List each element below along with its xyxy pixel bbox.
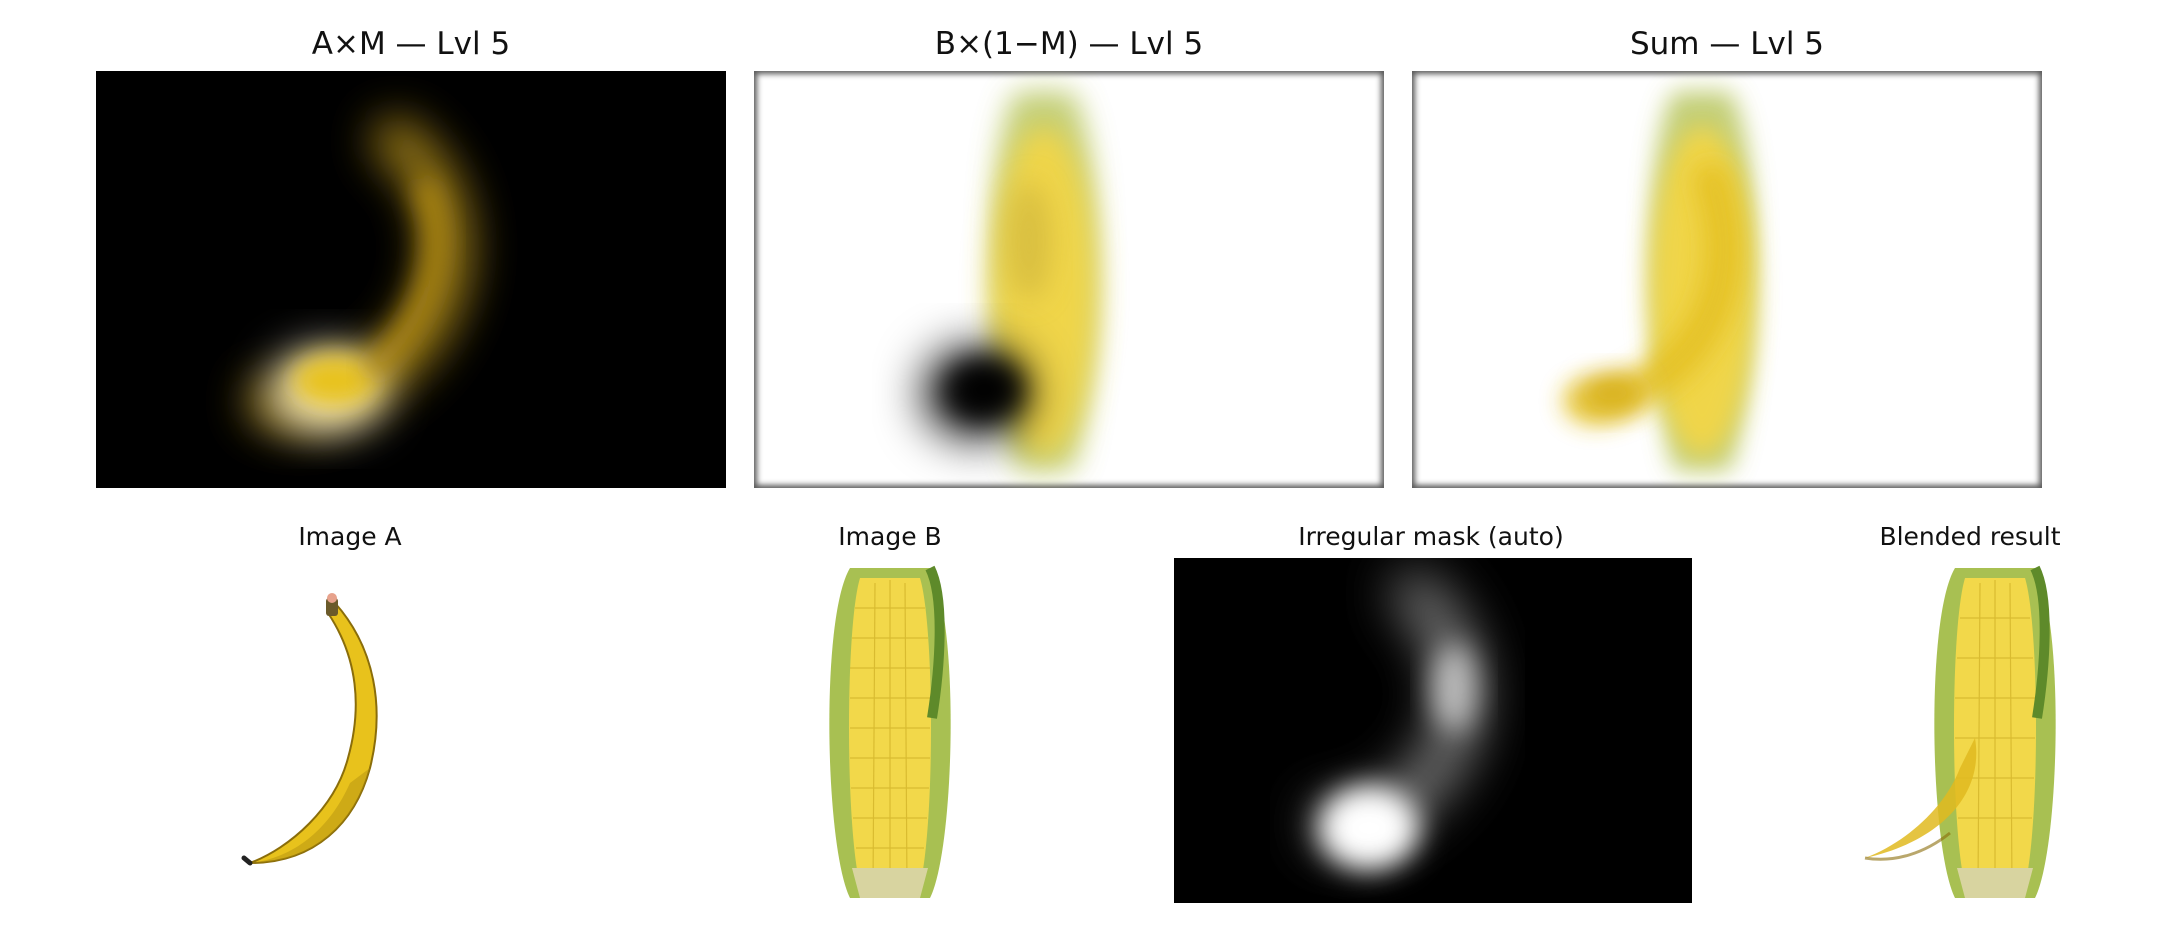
image-a-banana: [200, 558, 500, 903]
title-sum: Sum — Lvl 5: [1629, 26, 1825, 62]
sum-image: [1412, 71, 2042, 488]
title-image-b: Image B: [838, 522, 942, 551]
title-b-times-inverse-mask: B×(1−M) — Lvl 5: [934, 26, 1204, 62]
title-a-times-mask: A×M — Lvl 5: [311, 26, 511, 62]
b-times-inverse-mask-image: [754, 71, 1384, 488]
image-b-corn: [640, 558, 1140, 903]
title-blended-result: Blended result: [1879, 522, 2061, 551]
title-image-a: Image A: [298, 522, 402, 551]
title-irregular-mask: Irregular mask (auto): [1298, 522, 1564, 551]
a-times-mask-image: [96, 71, 726, 488]
blended-result-image: [1715, 558, 2115, 903]
irregular-mask-image: [1174, 558, 1692, 903]
